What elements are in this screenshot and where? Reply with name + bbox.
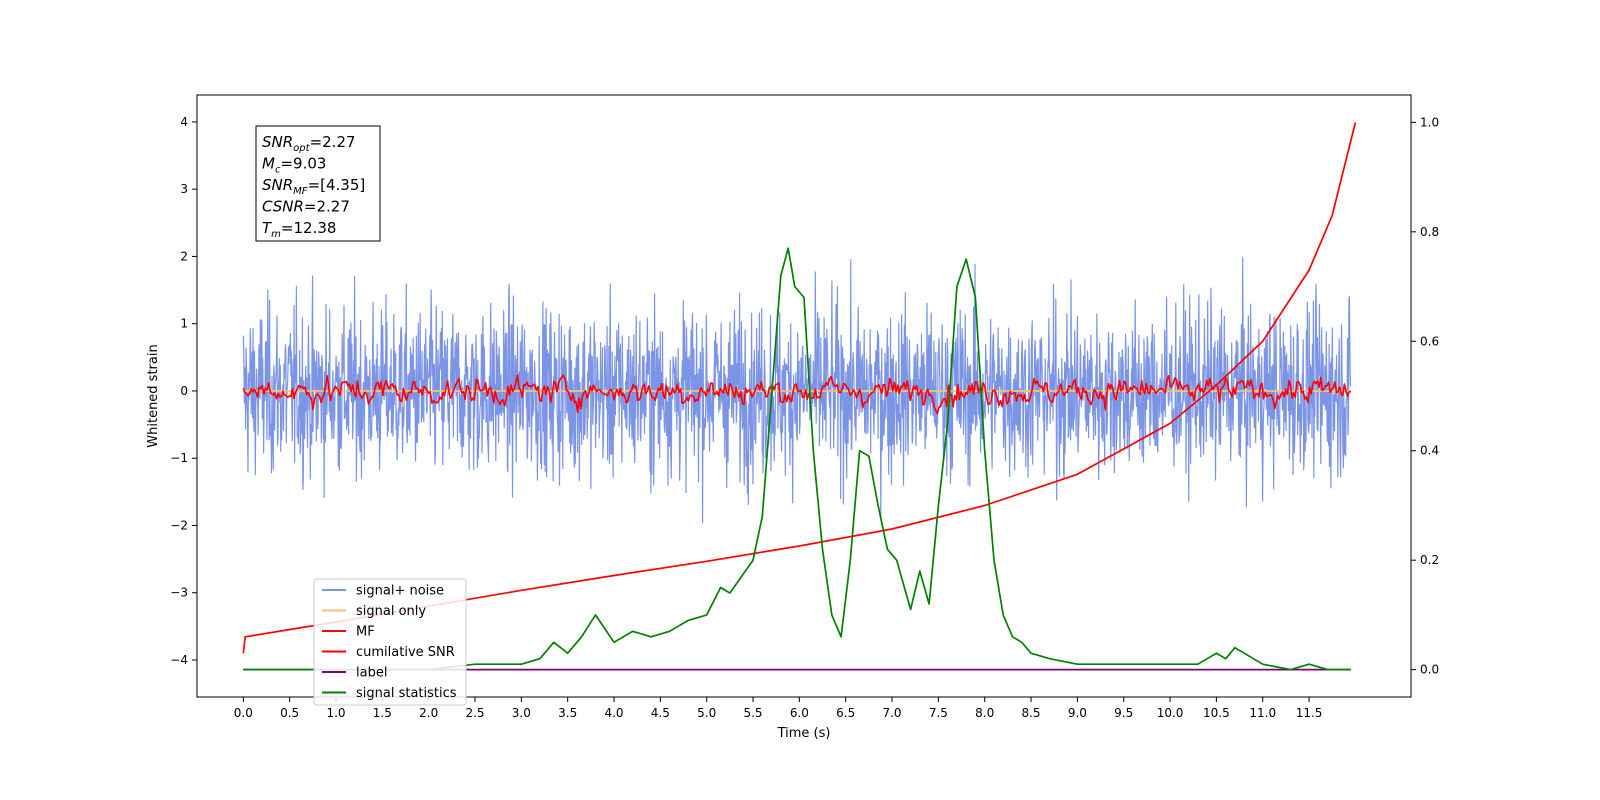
legend: signal+ noise signal only MF cumilative SNR… xyxy=(313,578,467,706)
x-tick-label: 8.0 xyxy=(975,706,994,720)
x-tick-label: 5.5 xyxy=(743,706,762,720)
annotation-subscript: m xyxy=(271,229,281,240)
x-tick-label: 4.5 xyxy=(651,706,670,720)
y2-tick-label: 0.8 xyxy=(1420,225,1439,239)
x-tick-label: 6.5 xyxy=(836,706,855,720)
annotation-line: Tm=12.38 xyxy=(262,219,336,240)
series-line xyxy=(242,256,1352,524)
y-axis-right: 1.0 0.8 0.6 0.4 0.2 0.0 xyxy=(1411,115,1439,677)
legend-label: signal only xyxy=(356,604,426,619)
annotation-line: SNRopt=2.27 xyxy=(262,133,356,154)
x-tick-label: 7.0 xyxy=(882,706,901,720)
x-tick-label: 3.5 xyxy=(558,706,577,720)
legend-label: label xyxy=(356,666,387,681)
y-tick-label: −3 xyxy=(170,586,188,600)
x-tick-label: 6.0 xyxy=(790,706,809,720)
annotation-frame xyxy=(255,125,381,242)
y-axis-left: 4 3 2 1 0 −1 −2 −3 −4 xyxy=(170,115,197,667)
x-tick-label: 4.0 xyxy=(604,706,623,720)
y-tick-label: 3 xyxy=(180,182,188,196)
annotation-symbol: CSNR xyxy=(262,198,304,216)
x-tick-label: 7.5 xyxy=(929,706,948,720)
x-tick-label: 5.0 xyxy=(697,706,716,720)
annotation-line: Mc=9.03 xyxy=(262,155,326,176)
x-tick-label: 10.5 xyxy=(1203,706,1230,720)
legend-frame xyxy=(313,578,467,706)
y-tick-label: 2 xyxy=(180,249,188,263)
annotation-value: =2.27 xyxy=(304,198,350,216)
y2-tick-label: 0.2 xyxy=(1420,553,1439,567)
annotation-value: =2.27 xyxy=(310,133,356,151)
annotation-symbol: SNR xyxy=(262,133,293,151)
x-tick-label: 11.0 xyxy=(1249,706,1276,720)
x-tick-label: 1.5 xyxy=(373,706,392,720)
y-tick-label: 1 xyxy=(180,317,188,331)
x-tick-label: 10.0 xyxy=(1157,706,1184,720)
annotation-value: =12.38 xyxy=(281,219,337,237)
y2-tick-label: 0.4 xyxy=(1420,444,1439,458)
annotation-subscript: MF xyxy=(293,186,308,197)
x-axis-label: Time (s) xyxy=(777,726,831,741)
legend-label: MF xyxy=(356,625,375,640)
y-tick-label: −1 xyxy=(170,451,188,465)
x-tick-label: 3.0 xyxy=(512,706,531,720)
x-tick-label: 2.0 xyxy=(419,706,438,720)
y2-tick-label: 0.0 xyxy=(1420,663,1439,677)
series-line xyxy=(242,374,1351,415)
x-tick-label: 9.0 xyxy=(1068,706,1087,720)
x-tick-label: 9.5 xyxy=(1114,706,1133,720)
y-tick-label: −4 xyxy=(170,653,188,667)
annotation-subscript: opt xyxy=(293,143,310,154)
series-line xyxy=(243,247,1351,671)
x-tick-label: 8.5 xyxy=(1021,706,1040,720)
legend-label: signal+ noise xyxy=(356,584,444,599)
annotation-subscript: c xyxy=(275,165,281,176)
y-tick-label: −2 xyxy=(170,518,188,532)
y2-tick-label: 1.0 xyxy=(1420,115,1439,129)
x-tick-label: 1.0 xyxy=(326,706,345,720)
x-tick-label: 11.5 xyxy=(1296,706,1323,720)
y-axis-label: Whitened strain xyxy=(146,344,161,447)
legend-label: cumilative SNR xyxy=(356,645,455,660)
annotation-line: SNRMF=[4.35] xyxy=(262,176,365,197)
x-tick-label: 0.0 xyxy=(234,706,253,720)
stats-annotation-box: SNRopt=2.27Mc=9.03SNRMF=[4.35]CSNR=2.27T… xyxy=(255,125,381,242)
annotation-value: =9.03 xyxy=(280,155,326,173)
annotation-symbol: SNR xyxy=(262,176,293,194)
annotation-symbol: T xyxy=(262,219,273,237)
y2-tick-label: 0.6 xyxy=(1420,334,1439,348)
annotation-line: CSNR=2.27 xyxy=(262,198,350,216)
x-axis: 0.0 0.5 1.0 1.5 2.0 2.5 3.0 3.5 4.0 4.5 5.0 5.5 6.0 6… xyxy=(234,697,1323,720)
legend-label: signal statistics xyxy=(356,686,457,701)
axes-frame xyxy=(196,94,1412,698)
x-tick-label: 0.5 xyxy=(280,706,299,720)
x-tick-label: 2.5 xyxy=(465,706,484,720)
y-tick-label: 0 xyxy=(180,384,188,398)
annotation-symbol: M xyxy=(262,155,275,173)
annotation-value: =[4.35] xyxy=(308,176,366,194)
y-tick-label: 4 xyxy=(180,115,188,129)
